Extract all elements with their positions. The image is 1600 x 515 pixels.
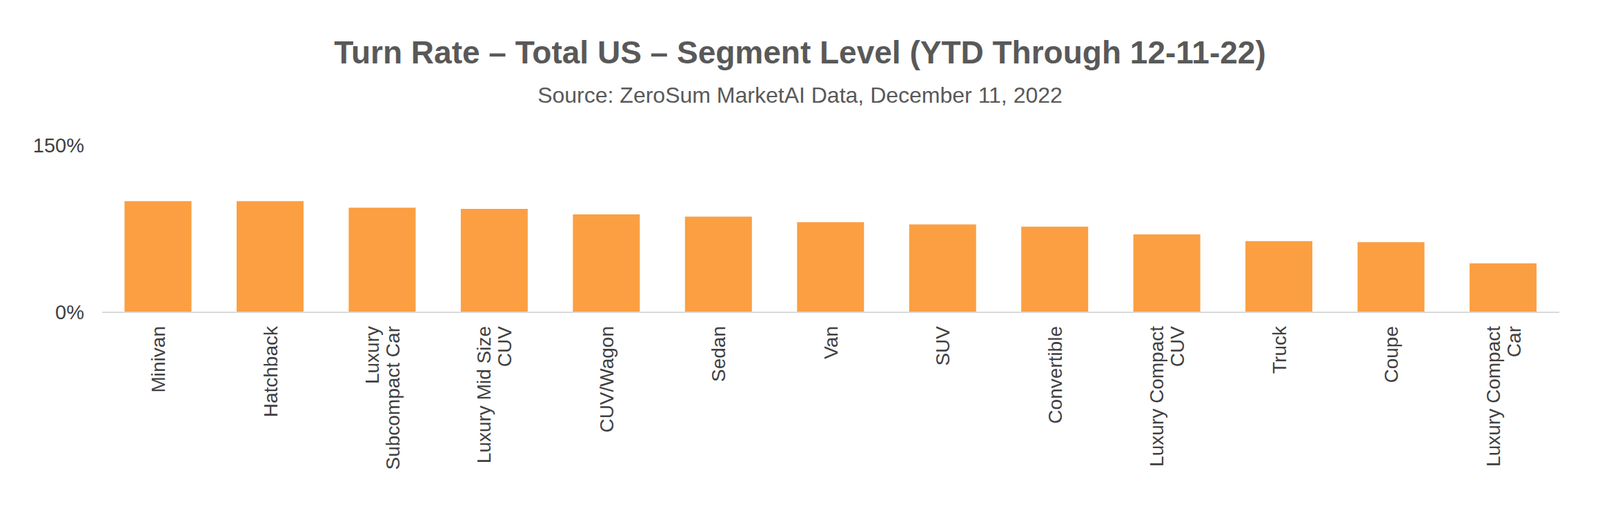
svg-text:Truck: Truck <box>1268 325 1291 374</box>
html-text:Source: ZeroSum MarketAI Data,: Source: ZeroSum MarketAI Data, December … <box>537 82 1063 108</box>
svg-text:Convertible: Convertible <box>1044 326 1066 425</box>
svg-text:150%: 150% <box>33 134 85 157</box>
svg-text:Sedan: Sedan <box>707 326 730 383</box>
svg-text:Minivan: Minivan <box>147 326 170 393</box>
svg-text:SUV: SUV <box>932 326 954 367</box>
svg-text:0%: 0% <box>55 301 85 324</box>
svg-text:Luxury CompactCUV: Luxury CompactCUV <box>1146 326 1189 468</box>
svg-text:Coupe: Coupe <box>1380 326 1402 384</box>
svg-text:LuxurySubcompact Car: LuxurySubcompact Car <box>361 326 404 471</box>
svg-text:CUV/Wagon: CUV/Wagon <box>596 326 618 434</box>
svg-text:Luxury CompactCar: Luxury CompactCar <box>1482 326 1525 468</box>
svg-text:Luxury Mid SizeCUV: Luxury Mid SizeCUV <box>473 326 516 465</box>
svg-text:Hatchback: Hatchback <box>259 325 281 418</box>
svg-text:Van: Van <box>820 326 842 360</box>
html-text:Turn Rate – Total US – Segment: Turn Rate – Total US – Segment Level (YT… <box>334 34 1266 71</box>
